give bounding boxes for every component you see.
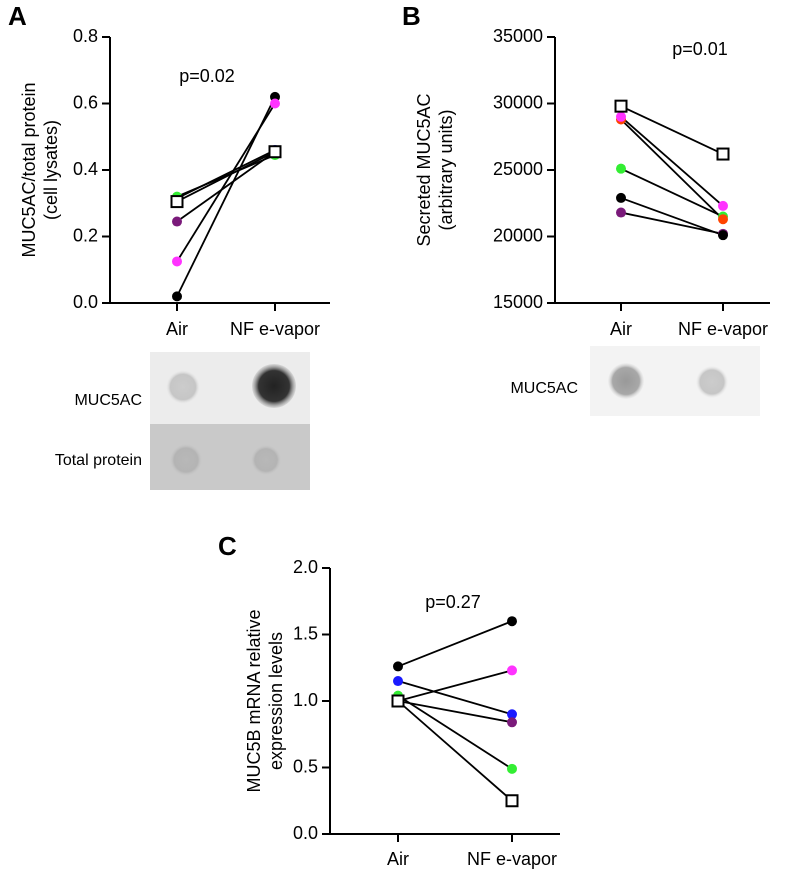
y-tick-label: 30000 [493, 92, 543, 112]
marker [268, 145, 282, 159]
y-axis-label: MUC5AC/total protein [19, 82, 39, 257]
pair-line [620, 167, 724, 218]
y-axis-label: expression levels [266, 632, 286, 770]
x-tick-label: Air [610, 319, 632, 339]
y-tick-label: 0.4 [73, 159, 98, 179]
y-tick-label: 35000 [493, 26, 543, 46]
marker [391, 694, 405, 708]
y-tick-label: 1.0 [293, 690, 318, 710]
pair-line [620, 197, 724, 237]
pair-line [176, 150, 276, 223]
marker [170, 195, 184, 209]
blot-b: MUC5AC [510, 346, 760, 416]
panel-label: A [8, 1, 27, 31]
marker [507, 763, 517, 774]
chart: B Secreted MUC5AC (arbitrary units) p=0.01 1… [402, 1, 770, 339]
blot-label: MUC5AC [74, 392, 142, 409]
pair-line [397, 700, 513, 724]
x-tick-label: NF e-vapor [467, 849, 557, 869]
x-tick-label: NF e-vapor [230, 319, 320, 339]
marker [614, 99, 628, 113]
y-tick-label: 20000 [493, 225, 543, 245]
marker [718, 230, 728, 241]
marker [616, 111, 626, 122]
marker [507, 709, 517, 720]
pair-line [620, 105, 724, 155]
y-tick-label: 15000 [493, 292, 543, 312]
pair-line [620, 211, 724, 235]
pair-line [620, 116, 724, 207]
y-tick-label: 0.5 [293, 756, 318, 776]
pair-line [397, 669, 513, 702]
panel-label: B [402, 1, 421, 31]
y-tick-label: 0.6 [73, 92, 98, 112]
y-axis-label: (cell lysates) [41, 120, 61, 220]
panel-label: C [218, 531, 237, 561]
annotation: p=0.01 [672, 39, 728, 59]
pair-line [620, 118, 724, 220]
marker [616, 163, 626, 174]
chart: C MUC5B mRNA relative expression levels p=0… [218, 531, 560, 869]
y-tick-label: 0.0 [293, 823, 318, 843]
blot-label: MUC5AC [510, 380, 578, 397]
marker [172, 256, 182, 267]
marker [507, 717, 517, 728]
marker [718, 214, 728, 225]
pair-line [397, 694, 513, 770]
blot-a: MUC5AC Total protein [55, 352, 310, 490]
x-tick-label: NF e-vapor [678, 319, 768, 339]
pair-line [397, 620, 513, 668]
marker [616, 192, 626, 203]
marker [172, 216, 182, 227]
pair-line [176, 150, 276, 203]
blot-label: Total protein [55, 452, 142, 469]
x-tick-label: Air [166, 319, 188, 339]
y-axis-label: (arbitrary units) [436, 109, 456, 230]
marker [393, 676, 403, 687]
y-tick-label: 2.0 [293, 557, 318, 577]
y-axis-label: MUC5B mRNA relative [244, 609, 264, 792]
pair-line [397, 680, 513, 716]
y-tick-label: 1.5 [293, 623, 318, 643]
marker [172, 291, 182, 302]
pair-line [397, 700, 513, 802]
marker [507, 665, 517, 676]
marker [616, 207, 626, 218]
x-tick-label: Air [387, 849, 409, 869]
y-tick-label: 25000 [493, 159, 543, 179]
y-tick-label: 0.2 [73, 225, 98, 245]
annotation: p=0.27 [425, 592, 481, 612]
marker [507, 616, 517, 627]
marker [718, 200, 728, 211]
y-axis-label: Secreted MUC5AC [414, 93, 434, 246]
marker [716, 147, 730, 161]
pair-line [176, 103, 276, 262]
marker [505, 794, 519, 808]
y-tick-label: 0.8 [73, 26, 98, 46]
y-tick-label: 0.0 [73, 292, 98, 312]
marker [270, 98, 280, 109]
chart: A MUC5AC/total protein (cell lysates) p=0.0… [8, 1, 330, 339]
annotation: p=0.02 [179, 66, 235, 86]
marker [393, 661, 403, 672]
